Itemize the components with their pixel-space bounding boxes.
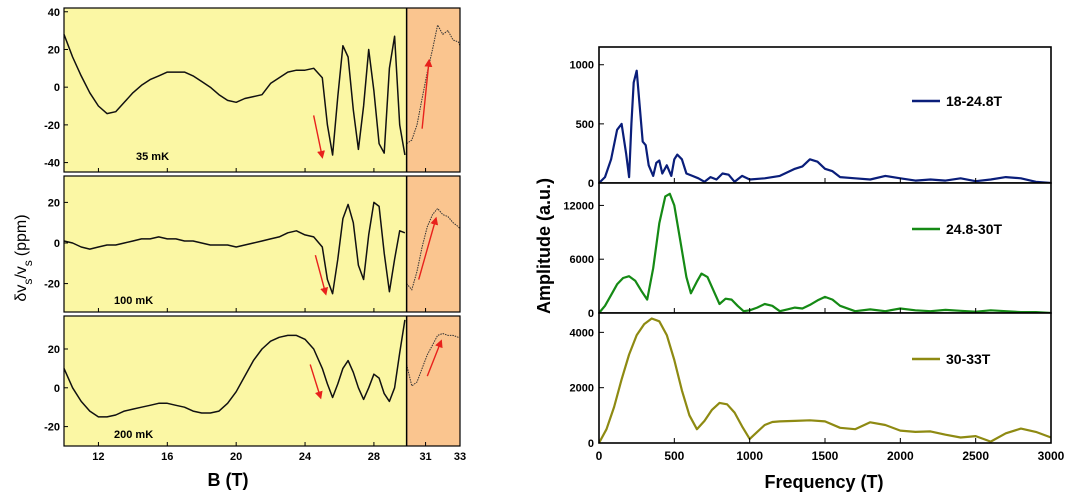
low-field-background [64, 8, 407, 172]
red-arrow-1 [314, 254, 329, 296]
subplot-frame [63, 175, 461, 313]
trace-high-field [406, 207, 461, 291]
right-subplot-2: 12000 6000 0 24.8-30T [563, 182, 1052, 320]
x-tick-label: 1500 [812, 449, 839, 463]
ylabel-sub-1: s [21, 279, 35, 285]
x-tick-label: 12 [92, 451, 104, 463]
y-tick-label: -20 [44, 279, 60, 291]
trace-low-field [63, 34, 406, 156]
y-tick-label: 0 [588, 308, 594, 320]
low-field-background [64, 316, 407, 446]
left-xlabel: B (T) [208, 470, 249, 490]
left-field-sweep-panel: 40 20 0 -20 -40 35 mK 20 0 -20 100 mK 20 0 -20 200 mK… [44, 7, 466, 463]
ylabel-units: (ppm) [13, 214, 30, 256]
ylabel-sub-2: s [21, 260, 35, 266]
y-tick-label: 20 [48, 344, 60, 356]
red-arrow-1 [312, 115, 325, 159]
red-arrow-2 [421, 58, 433, 129]
spectrum-line [598, 317, 1052, 444]
subplot-frame [63, 7, 461, 173]
y-tick-label: -20 [44, 120, 60, 132]
y-tick-label: 6000 [570, 254, 594, 266]
right-ylabel: Amplitude (a.u.) [534, 178, 554, 314]
left-ylabel: δvs/vs(ppm) [13, 214, 35, 301]
y-tick-label: 1000 [570, 60, 594, 72]
legend-label: 18-24.8T [946, 93, 1002, 109]
x-tick-label: 0 [596, 449, 603, 463]
legend: 24.8-30T [912, 221, 1002, 237]
temperature-annotation: 200 mK [114, 429, 153, 441]
red-arrow-1 [309, 364, 323, 400]
spectrum-line [598, 69, 1052, 185]
trace-low-field [63, 319, 406, 418]
x-tick-label: 24 [299, 451, 312, 463]
svg-text:δvs/vs(ppm): δvs/vs(ppm) [13, 214, 35, 301]
x-tick-label: 28 [368, 451, 380, 463]
legend: 18-24.8T [912, 93, 1002, 109]
right-xlabel: Frequency (T) [764, 472, 883, 492]
plot-area [599, 183, 1051, 313]
left-subplot-1: 40 20 0 -20 -40 35 mK [44, 7, 461, 173]
right-subplot-1: 1000 500 0 18-24.8T [570, 46, 1052, 190]
high-field-background [406, 176, 460, 312]
y-tick-label: 12000 [563, 200, 594, 212]
red-arrow-2 [418, 216, 439, 280]
plot-area [599, 47, 1051, 183]
y-tick-label: 2000 [570, 383, 594, 395]
y-tick-label: 500 [576, 119, 594, 131]
y-tick-label: -20 [44, 422, 60, 434]
y-tick-label: 0 [588, 438, 594, 450]
legend-label: 30-33T [946, 351, 991, 367]
right-fft-panel: 1000 500 0 18-24.8T 12000 6000 0 24.8-30T 4000 20… [563, 46, 1065, 463]
high-field-background [406, 316, 460, 446]
y-tick-label: 40 [48, 7, 60, 19]
right-subplot-3: 4000 2000 0 30-33T [570, 312, 1052, 450]
y-tick-label: 20 [48, 44, 60, 56]
y-tick-label: 20 [48, 197, 60, 209]
legend: 30-33T [912, 351, 991, 367]
x-tick-label: 3000 [1038, 449, 1065, 463]
subplot-frame [63, 315, 461, 447]
plot-area [599, 313, 1051, 443]
ylabel-delta-v: δv [13, 285, 30, 302]
trace-low-field [63, 201, 406, 295]
y-tick-label: 0 [54, 238, 60, 250]
ylabel-slash-v: /v [13, 266, 30, 278]
temperature-annotation: 100 mK [114, 295, 153, 307]
y-tick-label: 0 [54, 82, 60, 94]
y-tick-label: 4000 [570, 327, 594, 339]
y-tick-label: -40 [44, 158, 60, 170]
y-tick-label: 0 [54, 383, 60, 395]
x-tick-label: 20 [230, 451, 242, 463]
x-tick-label: 2500 [962, 449, 989, 463]
x-tick-label: 33 [454, 451, 466, 463]
left-subplot-2: 20 0 -20 100 mK [44, 175, 461, 313]
high-field-background [406, 8, 460, 172]
legend-label: 24.8-30T [946, 221, 1002, 237]
x-tick-label: 16 [161, 451, 173, 463]
x-tick-label: 2000 [887, 449, 914, 463]
temperature-annotation: 35 mK [136, 151, 169, 163]
x-tick-label: 500 [664, 449, 684, 463]
x-tick-label: 1000 [736, 449, 763, 463]
y-tick-label: 0 [588, 178, 594, 190]
trace-high-field [406, 23, 461, 145]
x-tick-label: 31 [419, 451, 431, 463]
red-arrow-2 [426, 339, 443, 377]
left-subplot-3: 20 0 -20 200 mK [44, 315, 461, 447]
